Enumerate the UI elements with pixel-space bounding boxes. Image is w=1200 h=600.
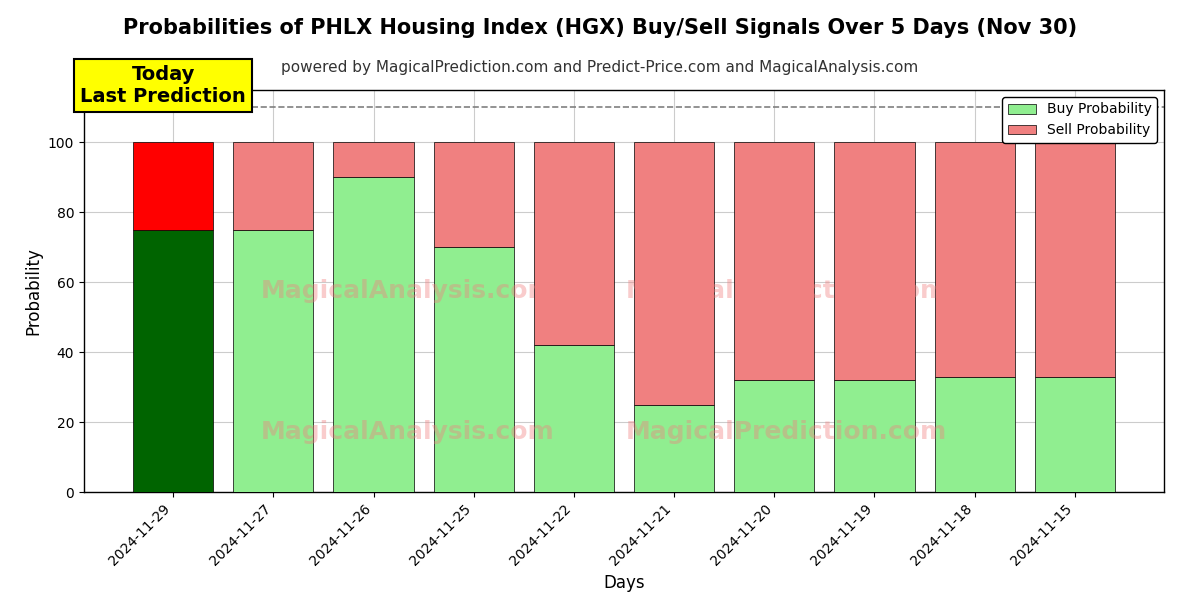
Text: Today
Last Prediction: Today Last Prediction xyxy=(80,65,246,106)
Bar xyxy=(433,142,514,247)
Bar xyxy=(935,142,1015,377)
Bar xyxy=(133,230,214,492)
X-axis label: Days: Days xyxy=(604,574,644,592)
Text: MagicalAnalysis.com: MagicalAnalysis.com xyxy=(262,279,554,303)
Bar xyxy=(233,142,313,230)
Bar xyxy=(534,345,614,492)
Bar xyxy=(534,142,614,345)
Text: MagicalPrediction.com: MagicalPrediction.com xyxy=(625,420,947,444)
Bar xyxy=(834,142,914,380)
Bar xyxy=(1034,377,1115,492)
Text: Probabilities of PHLX Housing Index (HGX) Buy/Sell Signals Over 5 Days (Nov 30): Probabilities of PHLX Housing Index (HGX… xyxy=(122,18,1078,38)
Bar xyxy=(233,230,313,492)
Bar xyxy=(734,142,815,380)
Bar xyxy=(634,404,714,492)
Bar xyxy=(734,380,815,492)
Text: MagicalAnalysis.com: MagicalAnalysis.com xyxy=(262,420,554,444)
Legend: Buy Probability, Sell Probability: Buy Probability, Sell Probability xyxy=(1002,97,1157,143)
Bar xyxy=(634,142,714,404)
Bar xyxy=(334,178,414,492)
Bar xyxy=(433,247,514,492)
Bar xyxy=(935,377,1015,492)
Bar xyxy=(334,142,414,178)
Y-axis label: Probability: Probability xyxy=(24,247,42,335)
Text: powered by MagicalPrediction.com and Predict-Price.com and MagicalAnalysis.com: powered by MagicalPrediction.com and Pre… xyxy=(281,60,919,75)
Bar xyxy=(133,142,214,230)
Bar xyxy=(834,380,914,492)
Text: MagicalPrediction.com: MagicalPrediction.com xyxy=(625,279,947,303)
Bar xyxy=(1034,142,1115,377)
